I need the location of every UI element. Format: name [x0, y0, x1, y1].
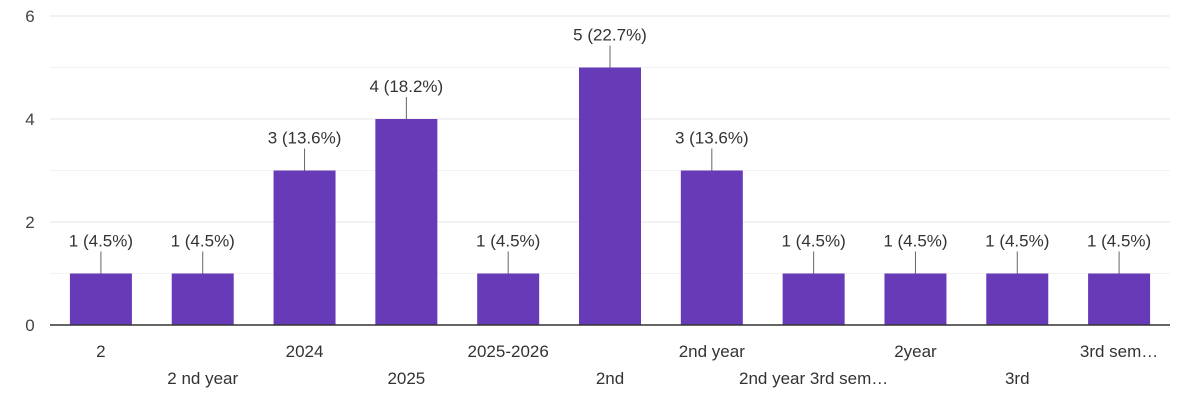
data-label: 5 (22.7%)	[573, 26, 647, 45]
x-tick-label: 2024	[286, 342, 324, 361]
x-tick-label: 3rd sem…	[1080, 342, 1158, 361]
bar	[884, 273, 947, 325]
bar	[782, 273, 845, 325]
bar	[69, 273, 132, 325]
x-tick-label: 2025	[387, 369, 425, 388]
x-tick-label: 3rd	[1005, 369, 1030, 388]
bar	[986, 273, 1049, 325]
x-tick-label: 2nd year	[679, 342, 745, 361]
x-tick-label: 2025-2026	[468, 342, 549, 361]
data-label: 3 (13.6%)	[675, 129, 749, 148]
bar	[273, 170, 336, 325]
data-labels: 1 (4.5%) 1 (4.5%) 3 (13.6%) 4 (18.2%) 1 (4.5…	[69, 26, 1151, 274]
x-tick-label: 2 nd year	[167, 369, 238, 388]
bars	[69, 67, 1151, 325]
x-tick-label: 2year	[894, 342, 937, 361]
bar	[680, 170, 743, 325]
y-tick-label: 4	[25, 110, 34, 129]
data-label: 4 (18.2%)	[370, 77, 444, 96]
y-tick-label: 2	[25, 213, 34, 232]
bar	[375, 119, 438, 325]
data-label: 1 (4.5%)	[1087, 232, 1151, 251]
y-tick-label: 0	[25, 316, 34, 335]
bar	[477, 273, 540, 325]
x-tick-label: 2nd year 3rd sem…	[739, 369, 888, 388]
x-tick-label: 2	[96, 342, 105, 361]
bar	[1088, 273, 1151, 325]
data-label: 1 (4.5%)	[782, 232, 846, 251]
data-label: 1 (4.5%)	[985, 232, 1049, 251]
data-label: 3 (13.6%)	[268, 129, 342, 148]
y-axis-ticks: 0 2 4 6	[25, 7, 34, 335]
y-tick-label: 6	[25, 7, 34, 26]
x-axis-ticks: 2 2 nd year 2024 2025 2025-2026 2nd 2nd year 2n…	[96, 342, 1158, 388]
data-label: 1 (4.5%)	[69, 232, 133, 251]
data-label: 1 (4.5%)	[476, 232, 540, 251]
bar	[579, 67, 641, 325]
x-tick-label: 2nd	[596, 369, 624, 388]
data-label: 1 (4.5%)	[171, 232, 235, 251]
data-label: 1 (4.5%)	[883, 232, 947, 251]
bar	[171, 273, 234, 325]
